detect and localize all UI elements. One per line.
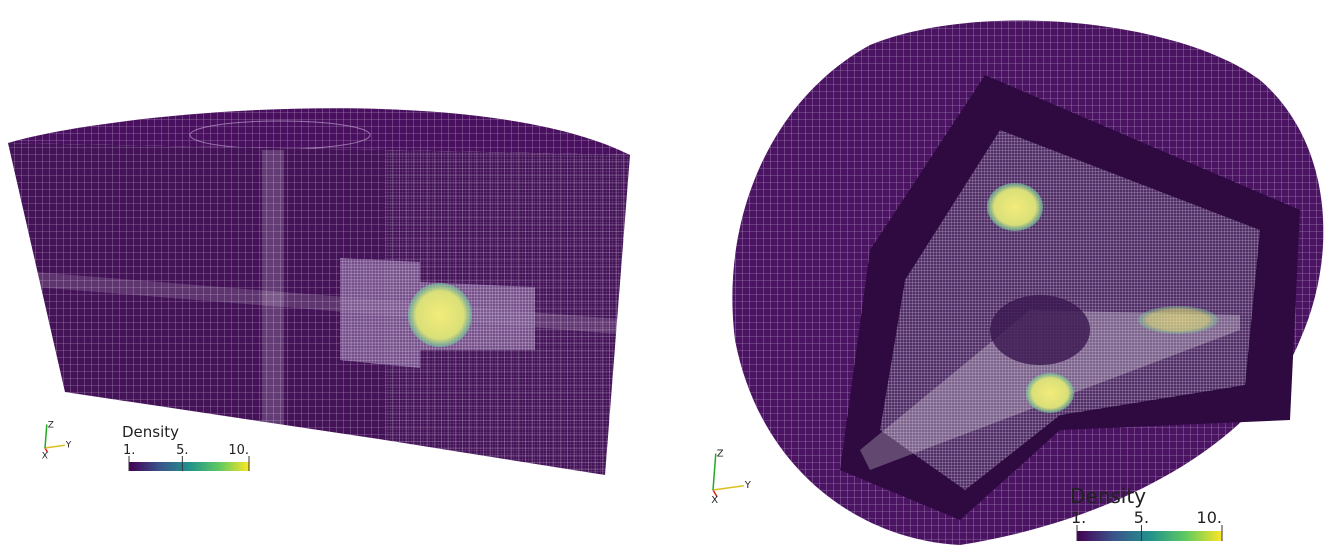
axis-label: Z <box>717 449 724 460</box>
top-face-grid <box>8 108 630 155</box>
axis-x <box>712 489 718 498</box>
axis-z <box>44 424 48 449</box>
colorbar-tick-label: 10. <box>228 443 249 458</box>
left-mesh <box>8 108 630 475</box>
axis-x <box>44 447 49 453</box>
right-mesh <box>732 20 1324 545</box>
colorbar-tick-label: 1. <box>1071 508 1086 527</box>
axis-label: Z <box>48 421 54 431</box>
axis-y <box>44 444 65 449</box>
colorbar-tick-label: 5. <box>1134 508 1149 527</box>
axis-z <box>712 453 717 491</box>
axis-label: Y <box>65 440 72 450</box>
colorbar-tick-label: 5. <box>176 443 188 458</box>
axis-label: X <box>42 452 48 462</box>
center-band <box>262 150 284 450</box>
axis-y <box>712 485 744 491</box>
density-blob <box>987 183 1043 231</box>
colorbar-tick-label: 10. <box>1197 508 1222 527</box>
density-blob <box>408 283 472 347</box>
colorbar <box>129 462 249 471</box>
colorbar-title: Density <box>1070 484 1146 508</box>
core <box>990 295 1090 365</box>
density-blob <box>1026 373 1074 413</box>
colorbar-title: Density <box>122 423 179 441</box>
axis-label: Y <box>744 480 752 491</box>
colorbar-tick-label: 1. <box>123 443 135 458</box>
colorbar <box>1077 531 1222 541</box>
axis-label: X <box>711 495 718 506</box>
density-blob <box>1138 306 1218 334</box>
